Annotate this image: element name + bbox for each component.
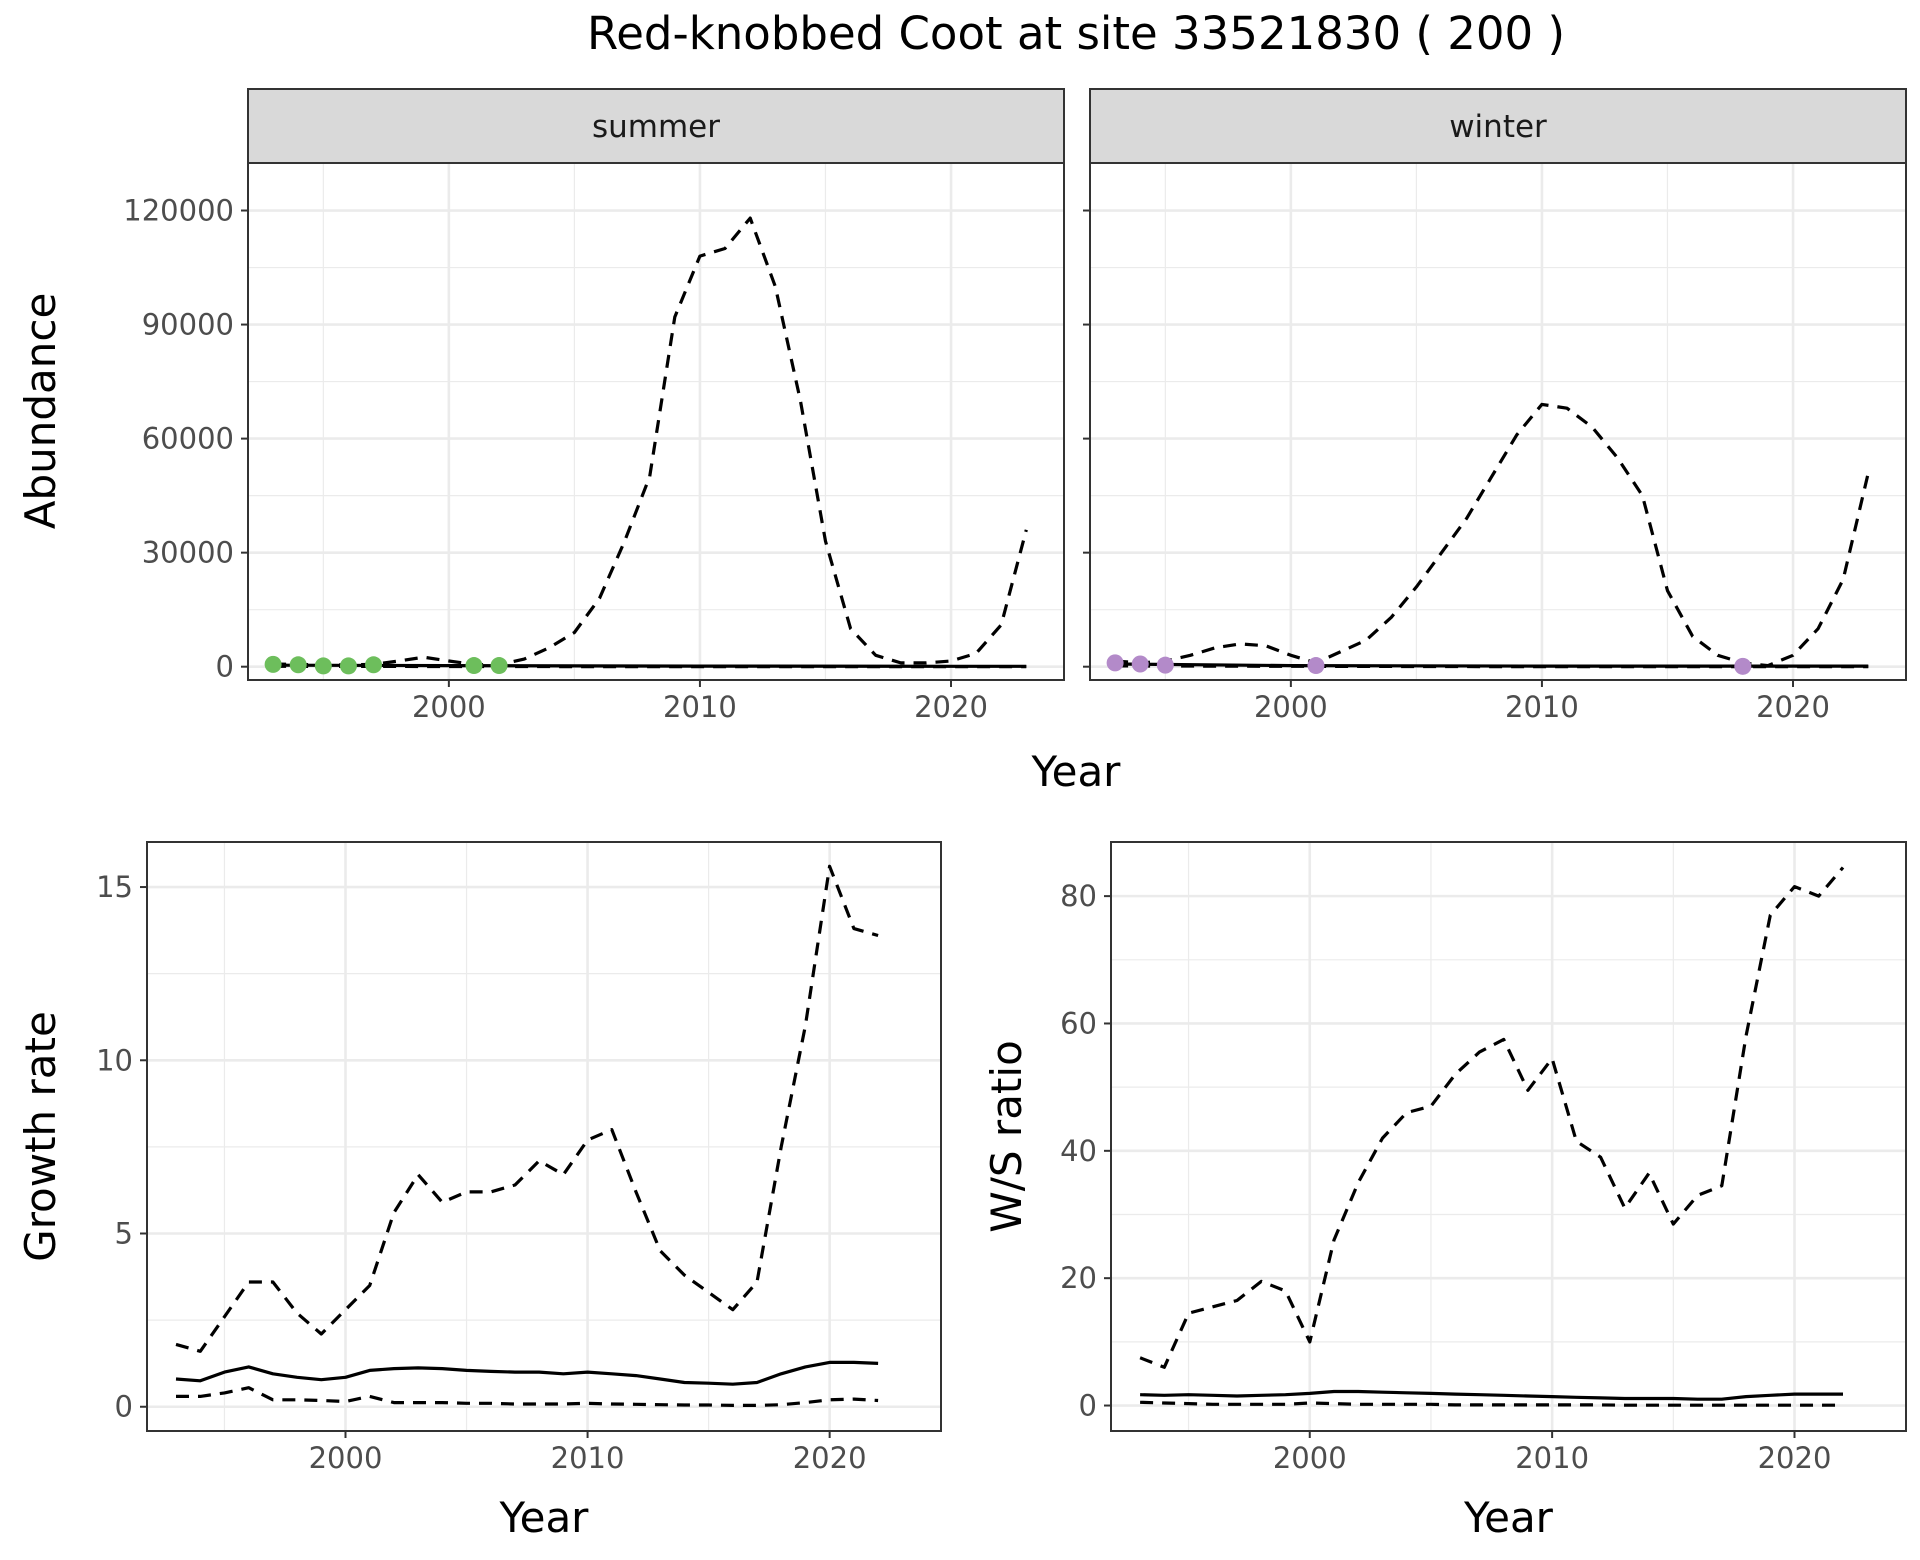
y-tick-label: 0 <box>216 650 234 684</box>
panel-border <box>1089 162 1907 681</box>
series-line-dashed-lower <box>176 1386 879 1407</box>
observation-point <box>465 657 483 675</box>
observation-point <box>490 657 508 675</box>
y-tick-label: 15 <box>96 870 133 904</box>
facet-strip <box>1089 88 1907 164</box>
y-tick-label: 90000 <box>142 308 234 342</box>
y-tick-label: 40 <box>1060 1134 1097 1168</box>
y-tick-label: 60000 <box>142 422 234 456</box>
series-line-dashed-upper <box>1139 866 1845 1369</box>
panel-border <box>247 162 1065 681</box>
observation-point <box>1131 655 1149 673</box>
series-line-dashed-lower <box>1115 664 1869 669</box>
observation-point <box>289 656 307 674</box>
series-line-dashed-upper <box>175 864 879 1353</box>
y-axis-title: Growth rate <box>16 1011 65 1262</box>
y-tick-label: 0 <box>115 1390 133 1424</box>
x-tick-label: 2000 <box>1254 690 1328 724</box>
panel-border <box>1110 841 1907 1432</box>
y-tick-label: 20 <box>1060 1261 1097 1295</box>
facet-strip <box>247 88 1065 164</box>
observation-point <box>1734 657 1752 675</box>
series-line-dashed-upper <box>273 216 1028 667</box>
x-tick-label: 2010 <box>1505 690 1579 724</box>
panel-background <box>1111 842 1906 1431</box>
observation-point <box>1307 657 1325 675</box>
panel-summer: summer 2000 2010 2020 0 30000 60000 90000 120000 <box>123 88 1065 724</box>
top-y-axis-title: Abundance <box>16 293 65 530</box>
panel-border <box>146 841 942 1432</box>
panel-background <box>248 163 1064 680</box>
x-tick-label: 2010 <box>1515 1441 1589 1475</box>
y-tick-label: 5 <box>115 1217 133 1251</box>
x-tick-label: 2000 <box>309 1441 383 1475</box>
top-x-axis-title: Year <box>1031 747 1122 796</box>
panel-growth-rate: 2000 2010 2020 0 5 10 15 Year Growth rate <box>16 841 942 1542</box>
y-tick-label: 0 <box>1079 1389 1097 1423</box>
panel-ws-ratio: 2000 2010 2020 0 20 40 60 80 Year W/S ratio <box>982 841 1907 1542</box>
y-tick-label: 60 <box>1060 1006 1097 1040</box>
facet-label: winter <box>1449 109 1547 145</box>
observation-point <box>1156 656 1174 674</box>
plot-title: Red-knobbed Coot at site 33521830 ( 200 … <box>587 7 1565 60</box>
x-axis-title: Year <box>499 1493 590 1542</box>
observation-point <box>1106 654 1124 672</box>
x-tick-label: 2020 <box>1758 1441 1832 1475</box>
series-line-solid <box>175 1360 879 1386</box>
panel-winter: winter 2000 2010 2020 <box>1083 88 1907 724</box>
x-axis-title: Year <box>1463 1493 1554 1542</box>
x-tick-label: 2010 <box>551 1441 625 1475</box>
x-tick-label: 2020 <box>1756 690 1830 724</box>
observation-point <box>264 655 282 673</box>
panel-background <box>147 842 941 1431</box>
observation-point <box>339 657 357 675</box>
observation-point <box>314 657 332 675</box>
x-tick-label: 2020 <box>914 690 988 724</box>
series-line-dashed-lower <box>1140 1400 1843 1407</box>
y-tick-label: 10 <box>96 1043 133 1077</box>
x-tick-label: 2020 <box>793 1441 867 1475</box>
x-tick-label: 2000 <box>1273 1441 1347 1475</box>
y-tick-label: 120000 <box>123 194 234 228</box>
panel-background <box>1090 163 1906 680</box>
facet-label: summer <box>592 109 720 145</box>
y-tick-label: 30000 <box>142 536 234 570</box>
series-line-solid <box>1140 1389 1843 1401</box>
x-tick-label: 2010 <box>663 690 737 724</box>
y-axis-title: W/S ratio <box>982 1040 1031 1233</box>
y-tick-label: 80 <box>1060 879 1097 913</box>
x-tick-label: 2000 <box>412 690 486 724</box>
observation-point <box>365 656 383 674</box>
